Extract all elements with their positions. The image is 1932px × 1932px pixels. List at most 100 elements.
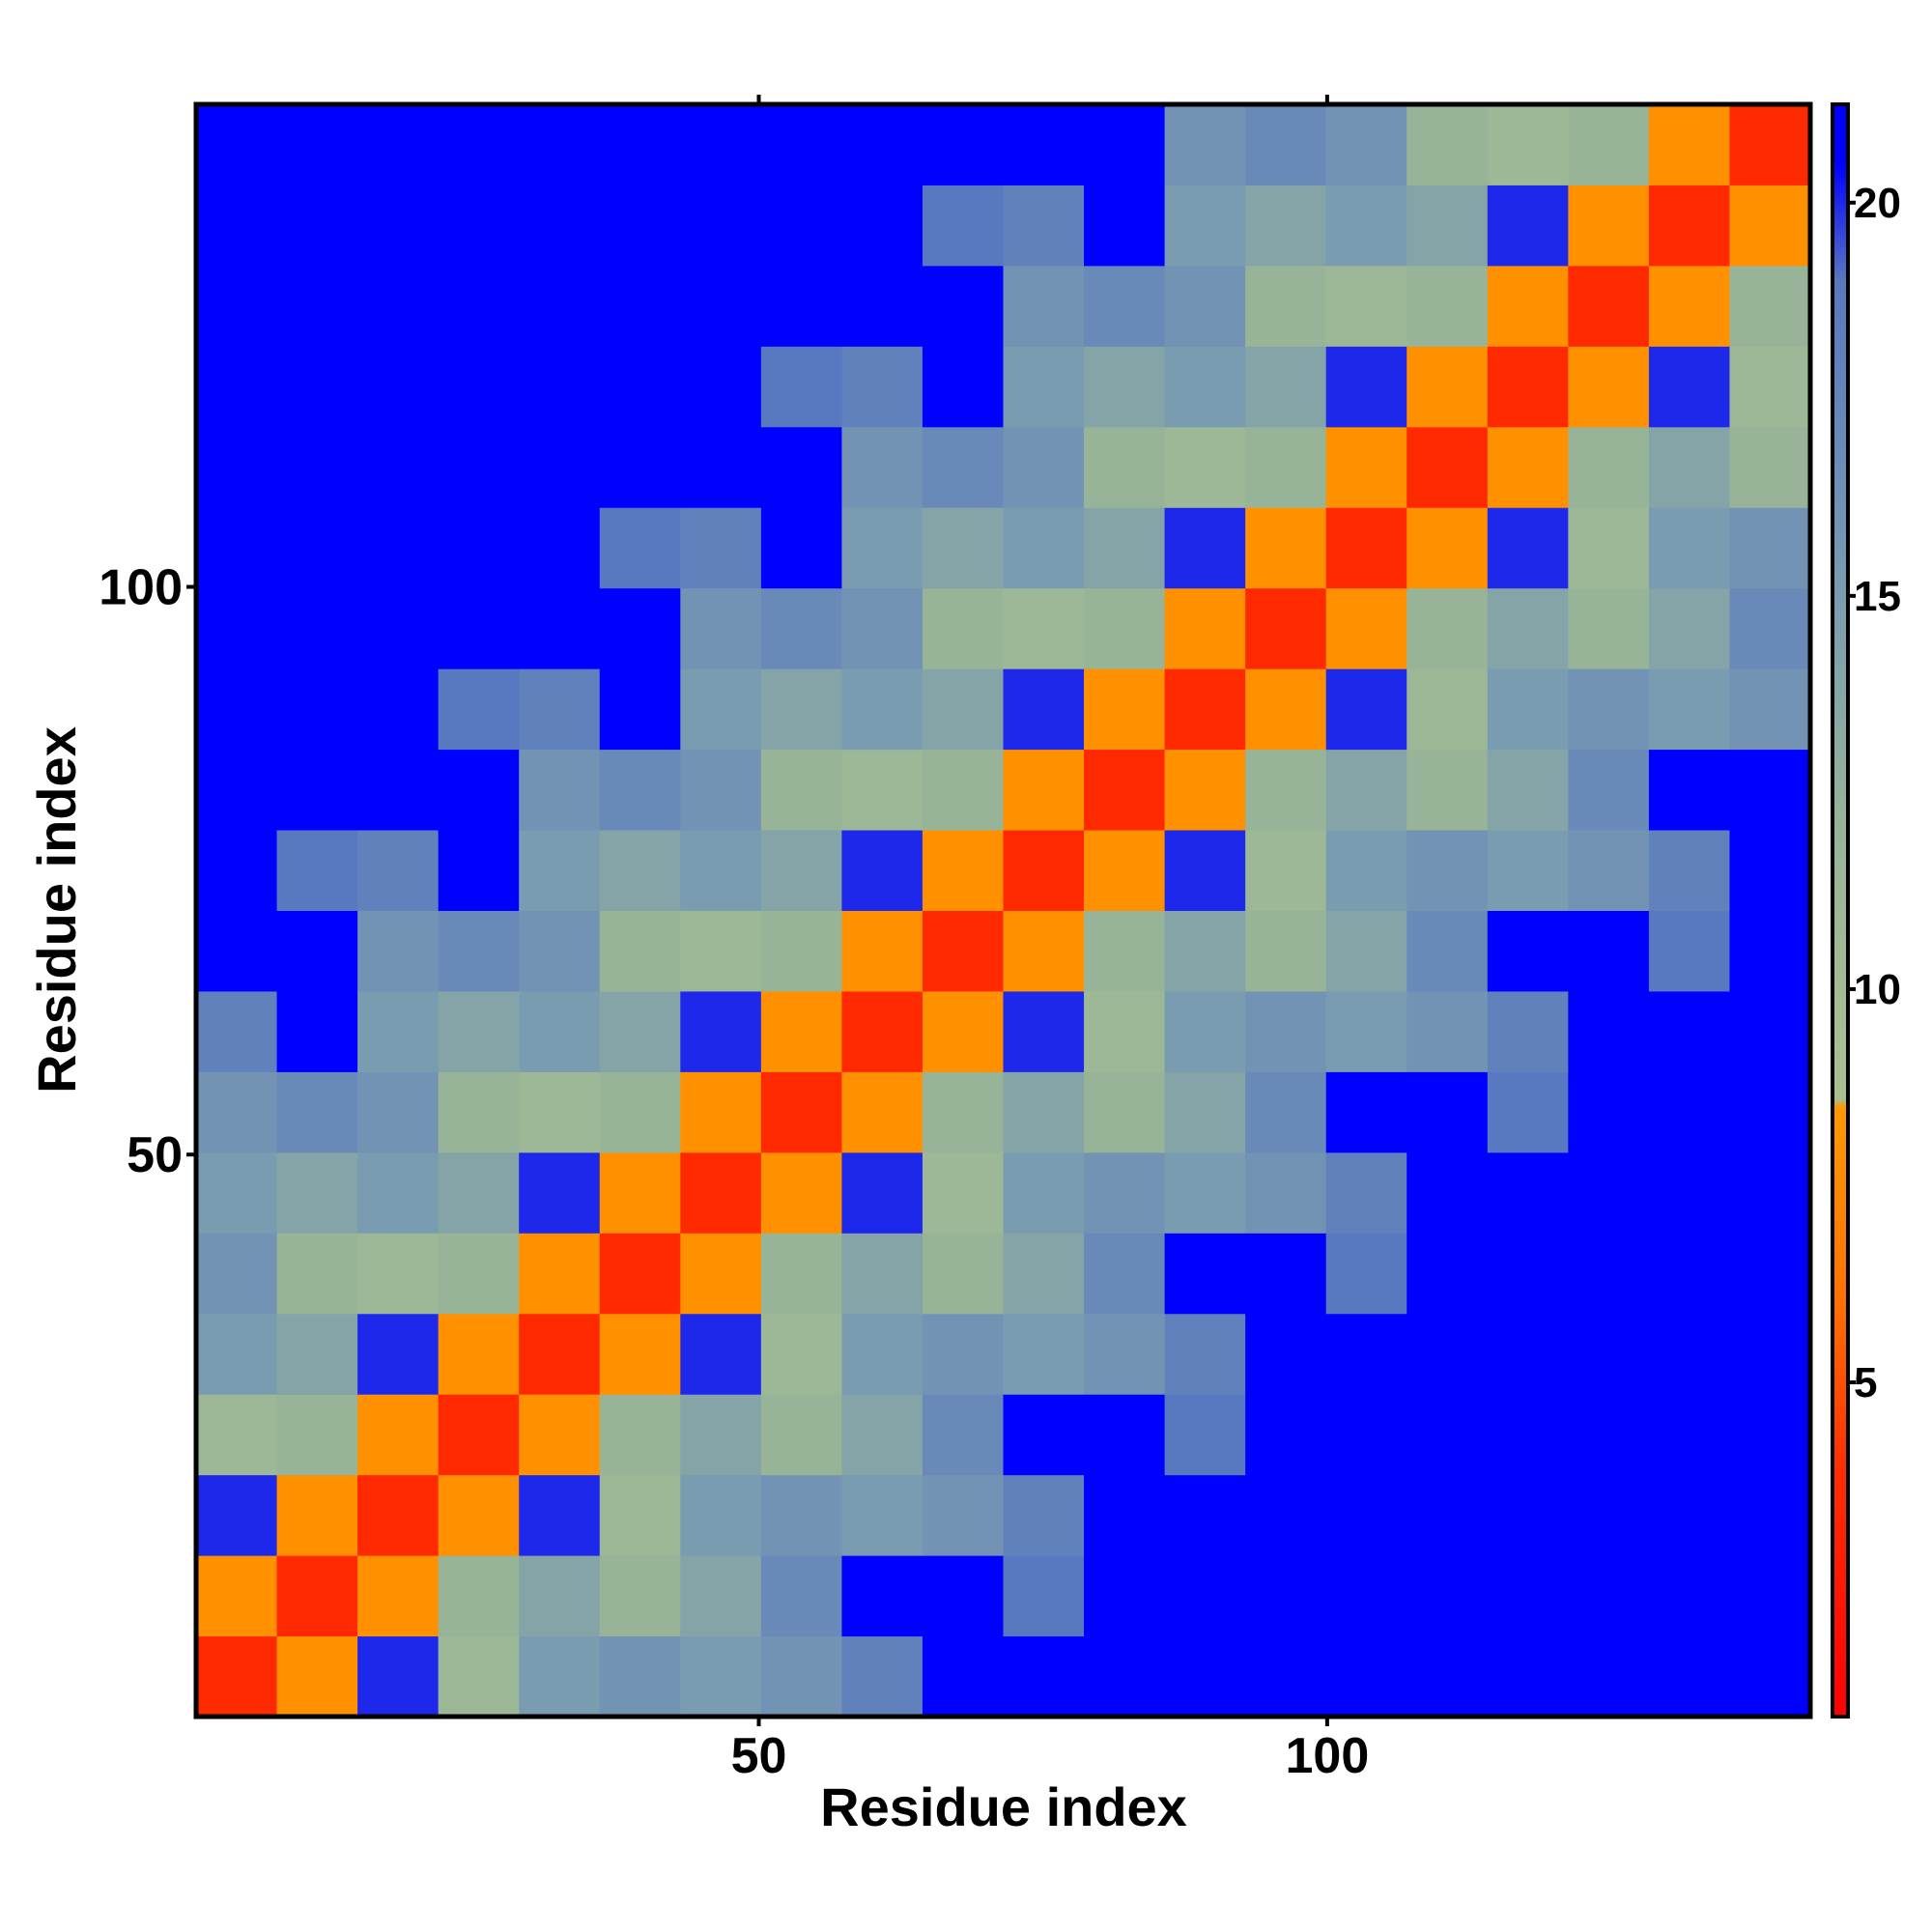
heatmap-cell: [841, 749, 923, 831]
colorbar-tick-label: 10: [1854, 966, 1901, 1013]
heatmap-cell: [1245, 1151, 1327, 1234]
heatmap-cell: [1729, 1151, 1811, 1234]
heatmap-cell: [680, 668, 762, 751]
heatmap-cell: [438, 507, 520, 589]
heatmap-cell: [1729, 668, 1811, 751]
heatmap-cell: [438, 1233, 520, 1315]
heatmap-cell: [1003, 1555, 1085, 1637]
heatmap-cell: [1568, 1555, 1650, 1637]
heatmap-cell: [1084, 185, 1166, 267]
colorbar-tick-label: 20: [1854, 180, 1901, 227]
colorbar-tick-label: 15: [1854, 573, 1901, 620]
heatmap-cell: [1325, 830, 1407, 911]
heatmap-cell: [1325, 990, 1407, 1072]
heatmap-cell: [1406, 1635, 1489, 1718]
heatmap-cell: [196, 1233, 278, 1315]
heatmap-cell: [1487, 990, 1569, 1072]
heatmap-cell: [196, 1151, 278, 1234]
heatmap-cell: [1003, 749, 1085, 831]
heatmap-cell: [196, 507, 278, 589]
heatmap-cell: [922, 587, 1004, 669]
heatmap-cell: [1729, 1071, 1811, 1153]
heatmap-cell: [1729, 587, 1811, 669]
heatmap-cell: [196, 346, 278, 428]
heatmap-cell: [1648, 185, 1730, 267]
heatmap-cell: [841, 668, 923, 751]
heatmap-cell: [438, 668, 520, 751]
heatmap-cell: [922, 185, 1004, 267]
heatmap-cell: [841, 990, 923, 1072]
heatmap-cell: [1164, 1233, 1246, 1315]
x-axis-title: Residue index: [820, 1776, 1187, 1837]
heatmap-cell: [519, 1233, 601, 1315]
heatmap-cell: [1648, 749, 1730, 831]
heatmap-cell: [760, 1313, 842, 1395]
heatmap-cell: [519, 426, 601, 508]
colorbar: [1831, 102, 1850, 1719]
heatmap-cell: [196, 1394, 278, 1476]
heatmap-cell: [1648, 1394, 1730, 1476]
heatmap-cell: [196, 587, 278, 669]
heatmap-cell: [1164, 990, 1246, 1072]
heatmap-cell: [1084, 104, 1166, 185]
heatmap-cell: [1164, 185, 1246, 267]
heatmap-cell: [841, 346, 923, 428]
heatmap-cell: [922, 830, 1004, 911]
heatmap-cell: [1164, 1635, 1246, 1718]
heatmap-cell: [599, 104, 681, 185]
heatmap-cell: [196, 1313, 278, 1395]
heatmap-cell: [1003, 990, 1085, 1072]
heatmap-cell: [1729, 185, 1811, 267]
heatmap-cell: [599, 990, 681, 1072]
heatmap-cell: [841, 1635, 923, 1718]
heatmap-cell: [1164, 1313, 1246, 1395]
heatmap-cell: [1406, 426, 1489, 508]
heatmap-cell: [1003, 1394, 1085, 1476]
heatmap-cell: [357, 265, 440, 347]
heatmap-cell: [599, 587, 681, 669]
heatmap-cell: [519, 749, 601, 831]
heatmap-cell: [1003, 668, 1085, 751]
heatmap-cell: [1245, 830, 1327, 911]
heatmap-cell: [760, 104, 842, 185]
heatmap-cell: [841, 587, 923, 669]
heatmap-cell: [519, 668, 601, 751]
heatmap-cell: [196, 426, 278, 508]
heatmap-cell: [1003, 104, 1085, 185]
heatmap-cell: [1245, 749, 1327, 831]
heatmap-cell: [1164, 1071, 1246, 1153]
heatmap-cell: [1648, 910, 1730, 992]
heatmap-cell: [1568, 668, 1650, 751]
heatmap-cell: [1406, 1474, 1489, 1556]
heatmap-cell: [599, 1151, 681, 1234]
y-tick-label: 100: [99, 560, 183, 616]
heatmap-cell: [760, 910, 842, 992]
heatmap-cell: [519, 1555, 601, 1637]
heatmap-cell: [922, 749, 1004, 831]
heatmap-cell: [357, 1555, 440, 1637]
heatmap-cell: [519, 1151, 601, 1234]
heatmap-cell: [760, 1233, 842, 1315]
heatmap-cell: [1084, 1394, 1166, 1476]
heatmap-cell: [1568, 749, 1650, 831]
heatmap-cell: [760, 587, 842, 669]
heatmap-cell: [1406, 265, 1489, 347]
heatmap-cell: [1325, 1555, 1407, 1637]
heatmap-cell: [922, 1394, 1004, 1476]
heatmap-cell: [1003, 265, 1085, 347]
heatmap-cell: [519, 1071, 601, 1153]
heatmap-cell: [438, 830, 520, 911]
heatmap-cell: [1729, 507, 1811, 589]
heatmap-cell: [1325, 104, 1407, 185]
heatmap-cell: [438, 1635, 520, 1718]
heatmap-cell: [196, 1635, 278, 1718]
heatmap-cell: [841, 507, 923, 589]
heatmap-cell: [599, 1555, 681, 1637]
heatmap-cell: [1568, 265, 1650, 347]
heatmap-cell: [922, 104, 1004, 185]
heatmap-cell: [841, 265, 923, 347]
heatmap-cell: [599, 1635, 681, 1718]
heatmap-cell: [1325, 346, 1407, 428]
heatmap-cell: [276, 1474, 358, 1556]
heatmap-cell: [1568, 185, 1650, 267]
